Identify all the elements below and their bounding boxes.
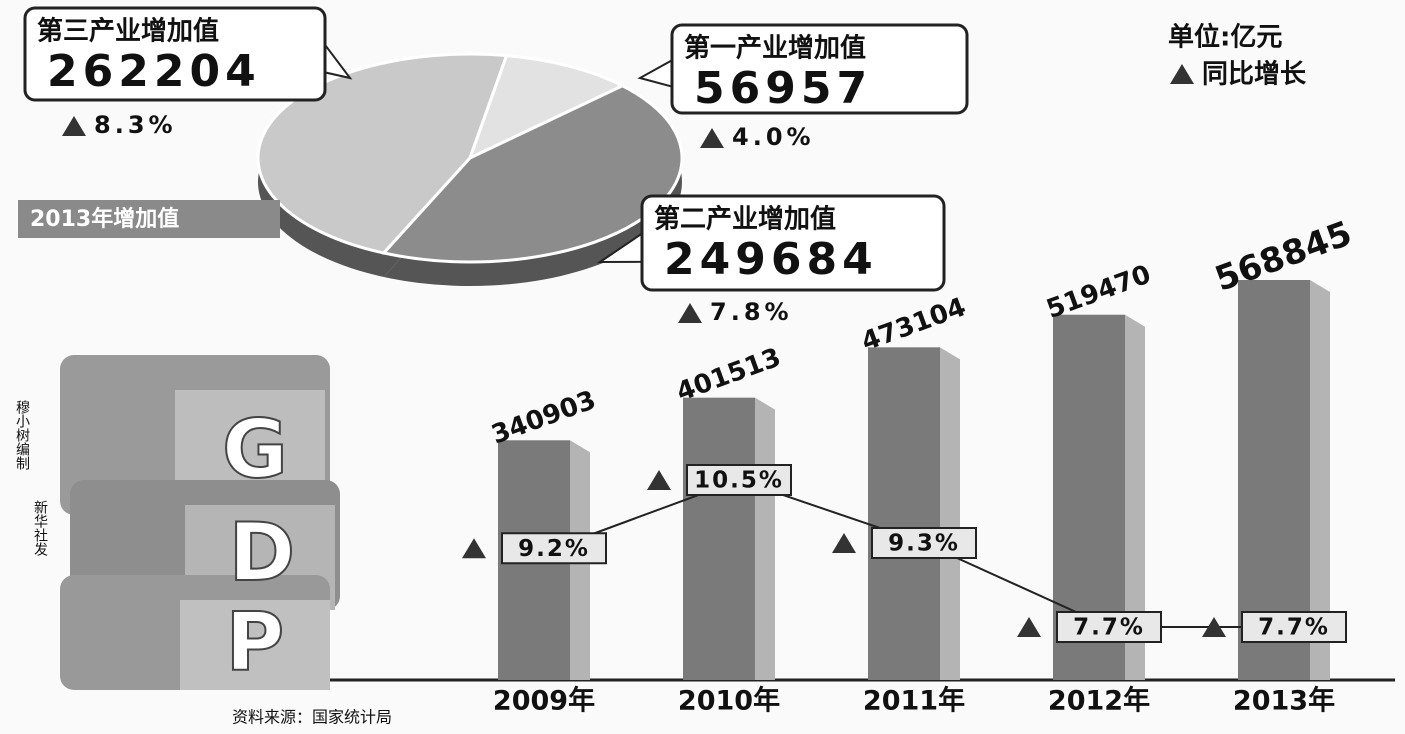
- growth-marker: [462, 538, 486, 559]
- growth-marker: [647, 470, 671, 490]
- slice-label: 第一产业增加值: [684, 33, 866, 64]
- growth-marker: [62, 116, 86, 136]
- source: 资料来源：国家统计局: [232, 708, 392, 727]
- logo-letter: G: [222, 403, 288, 496]
- growth-box: [1241, 611, 1347, 643]
- slice-value: 262204: [47, 46, 261, 97]
- slice-label: 第二产业增加值: [654, 204, 836, 235]
- bar-side: [1125, 314, 1145, 680]
- cube-face: [180, 600, 330, 690]
- legend-label: 同比增长: [1202, 59, 1307, 90]
- logo-letter: D: [229, 506, 295, 599]
- growth-label: 9.2%: [518, 536, 590, 562]
- credit: 新华社发: [32, 500, 48, 556]
- growth-label: 10.5%: [694, 468, 784, 494]
- callout-box: [23, 6, 327, 102]
- bar: [683, 397, 755, 680]
- callout-box: [640, 194, 946, 292]
- credit: 穆小树编制: [14, 400, 30, 470]
- logo: G D P: [60, 355, 340, 690]
- x-tick-label: 2011年: [863, 685, 965, 717]
- pie-slice: [467, 53, 626, 161]
- growth-label: 4.0%: [732, 123, 815, 151]
- growth-marker: [678, 303, 702, 323]
- bar-chart: 3409032009年4015132010年4731042011年5194702…: [462, 214, 1357, 717]
- growth-label: 7.8%: [710, 298, 793, 326]
- growth-box: [871, 527, 977, 559]
- slice-label: 第三产业增加值: [37, 16, 219, 47]
- bar: [868, 347, 940, 680]
- legend-marker: [1170, 64, 1194, 84]
- bar-side: [940, 347, 960, 680]
- growth-box: [501, 532, 607, 565]
- slice-value: 56957: [694, 63, 872, 114]
- unit: 单位:亿元: [1168, 22, 1282, 53]
- x-tick-label: 2010年: [678, 685, 780, 717]
- pie-title-band: [18, 200, 280, 238]
- growth-label: 7.7%: [1258, 615, 1330, 641]
- growth-box: [686, 464, 792, 496]
- growth-label: 7.7%: [1073, 615, 1145, 641]
- callout-box: [670, 23, 969, 115]
- bar-side: [755, 397, 775, 680]
- pie-title: 2013年增加值: [30, 206, 179, 232]
- growth-box: [1056, 611, 1162, 643]
- growth-label: 8.3%: [94, 111, 177, 139]
- x-tick-label: 2009年: [493, 685, 595, 717]
- growth-marker: [1202, 617, 1226, 637]
- x-tick-label: 2012年: [1048, 685, 1150, 717]
- growth-marker: [700, 128, 724, 148]
- growth-label: 9.3%: [888, 531, 960, 557]
- logo-letter: P: [226, 596, 285, 689]
- growth-marker: [832, 533, 856, 553]
- x-tick-label: 2013年: [1233, 685, 1335, 717]
- slice-value: 249684: [664, 234, 878, 285]
- bar-side: [1310, 280, 1330, 680]
- pie-slice: [256, 52, 509, 255]
- growth-marker: [1017, 617, 1041, 637]
